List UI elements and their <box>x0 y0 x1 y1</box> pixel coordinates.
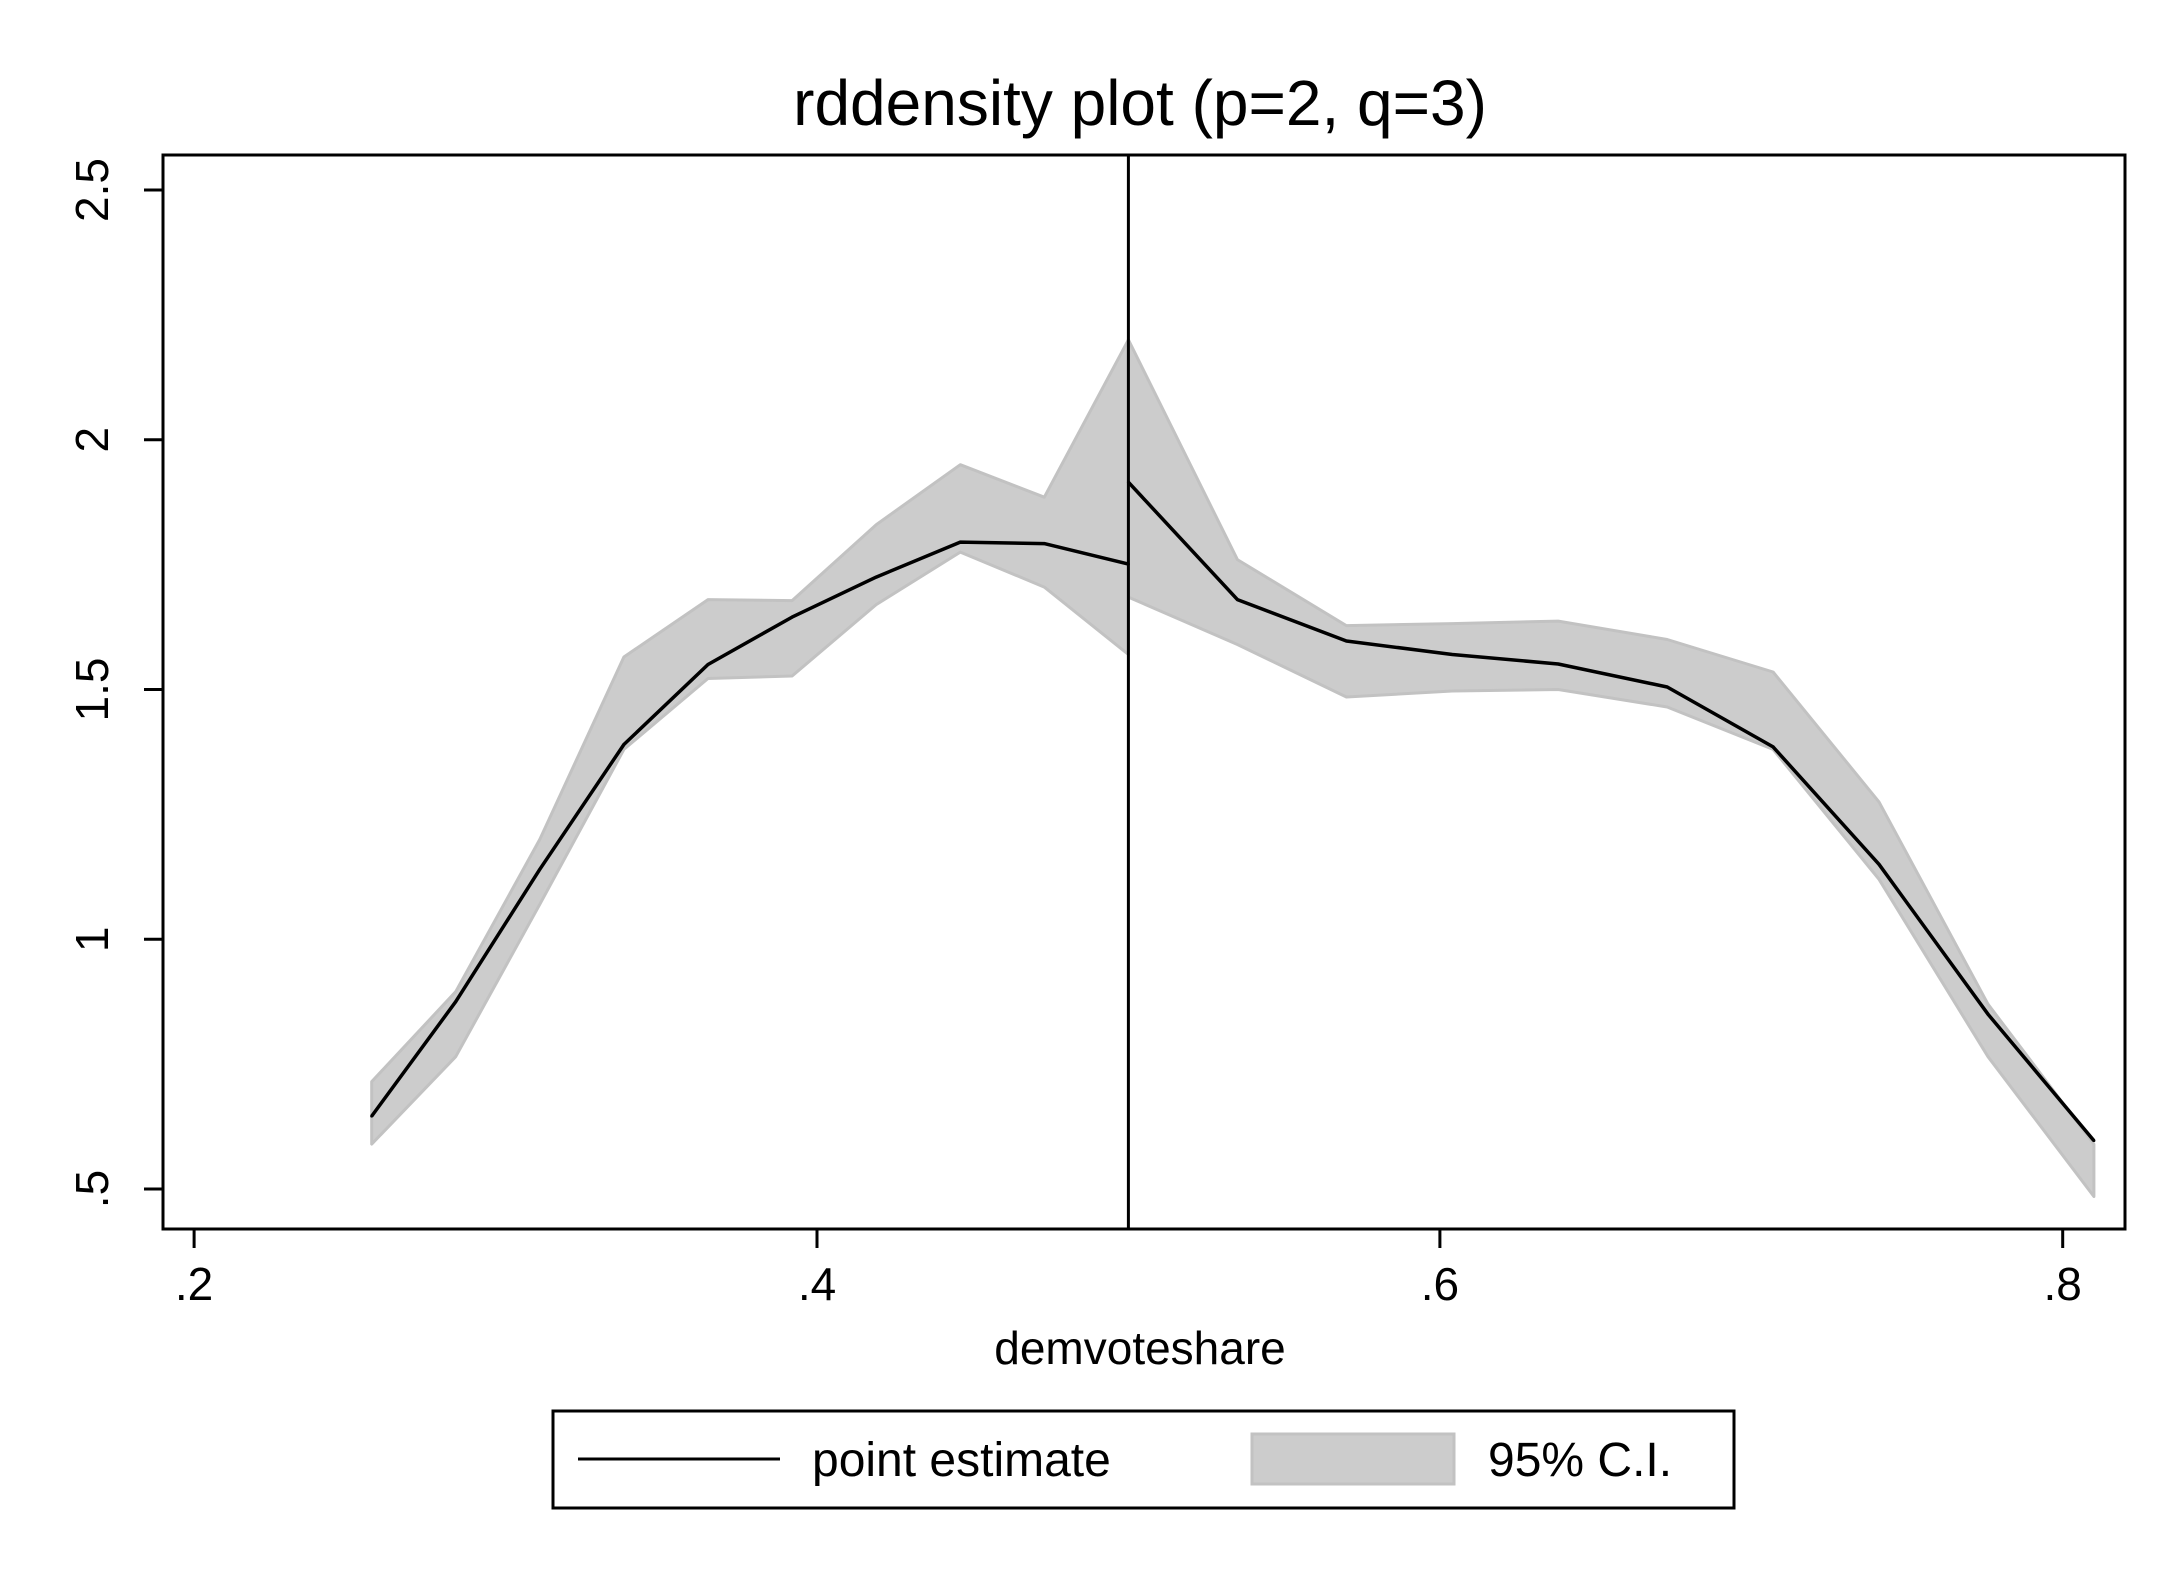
point-estimate-point <box>538 867 542 871</box>
legend-ci-label: 95% C.I. <box>1488 1434 1672 1487</box>
point-estimate-point <box>370 1114 374 1118</box>
point-estimate-point <box>1235 598 1239 602</box>
plot-frame <box>161 153 2127 1231</box>
point-estimate-point <box>1771 745 1775 749</box>
x-tick-label: .2 <box>175 1258 213 1310</box>
point-estimate-point <box>874 575 878 579</box>
point-estimate-line-right <box>1127 481 2096 1142</box>
x-tick-label: .4 <box>798 1258 836 1310</box>
point-estimate-point <box>790 615 794 619</box>
x-tick-label: .6 <box>1421 1258 1459 1310</box>
point-estimate-line-left <box>370 540 1129 1118</box>
point-estimate-point <box>1042 542 1046 546</box>
ci-band-right <box>1126 338 2096 1198</box>
x-tick-label: .8 <box>2044 1258 2082 1310</box>
point-estimate-point <box>2092 1139 2096 1143</box>
point-estimate-point <box>1877 862 1881 866</box>
point-estimate-point <box>1986 1012 1990 1016</box>
y-tick-label: 2.5 <box>66 158 118 222</box>
point-estimate-point <box>1344 639 1348 643</box>
x-axis: .2 .4 .6 .8 <box>175 1229 2082 1310</box>
y-tick-label: 2 <box>66 427 118 453</box>
y-tick-label: 1.5 <box>66 658 118 722</box>
point-estimate-point <box>1665 685 1669 689</box>
legend-point-estimate-label: point estimate <box>812 1434 1111 1487</box>
y-axis: .5 1 1.5 2 2.5 <box>66 158 163 1208</box>
x-axis-title: demvoteshare <box>994 1322 1286 1374</box>
legend: point estimate 95% C.I. <box>551 1409 1736 1510</box>
point-estimate-point <box>706 663 710 666</box>
chart-title: rddensity plot (p=2, q=3) <box>793 67 1487 139</box>
y-tick-label: 1 <box>66 927 118 953</box>
point-estimate-point <box>1556 662 1560 666</box>
point-estimate-point <box>622 743 626 746</box>
y-tick-label: .5 <box>66 1170 118 1208</box>
point-estimate-point <box>454 1000 458 1004</box>
point-estimate-point <box>958 540 962 544</box>
legend-ci-swatch <box>1250 1432 1456 1486</box>
point-estimate-point <box>1450 653 1454 656</box>
